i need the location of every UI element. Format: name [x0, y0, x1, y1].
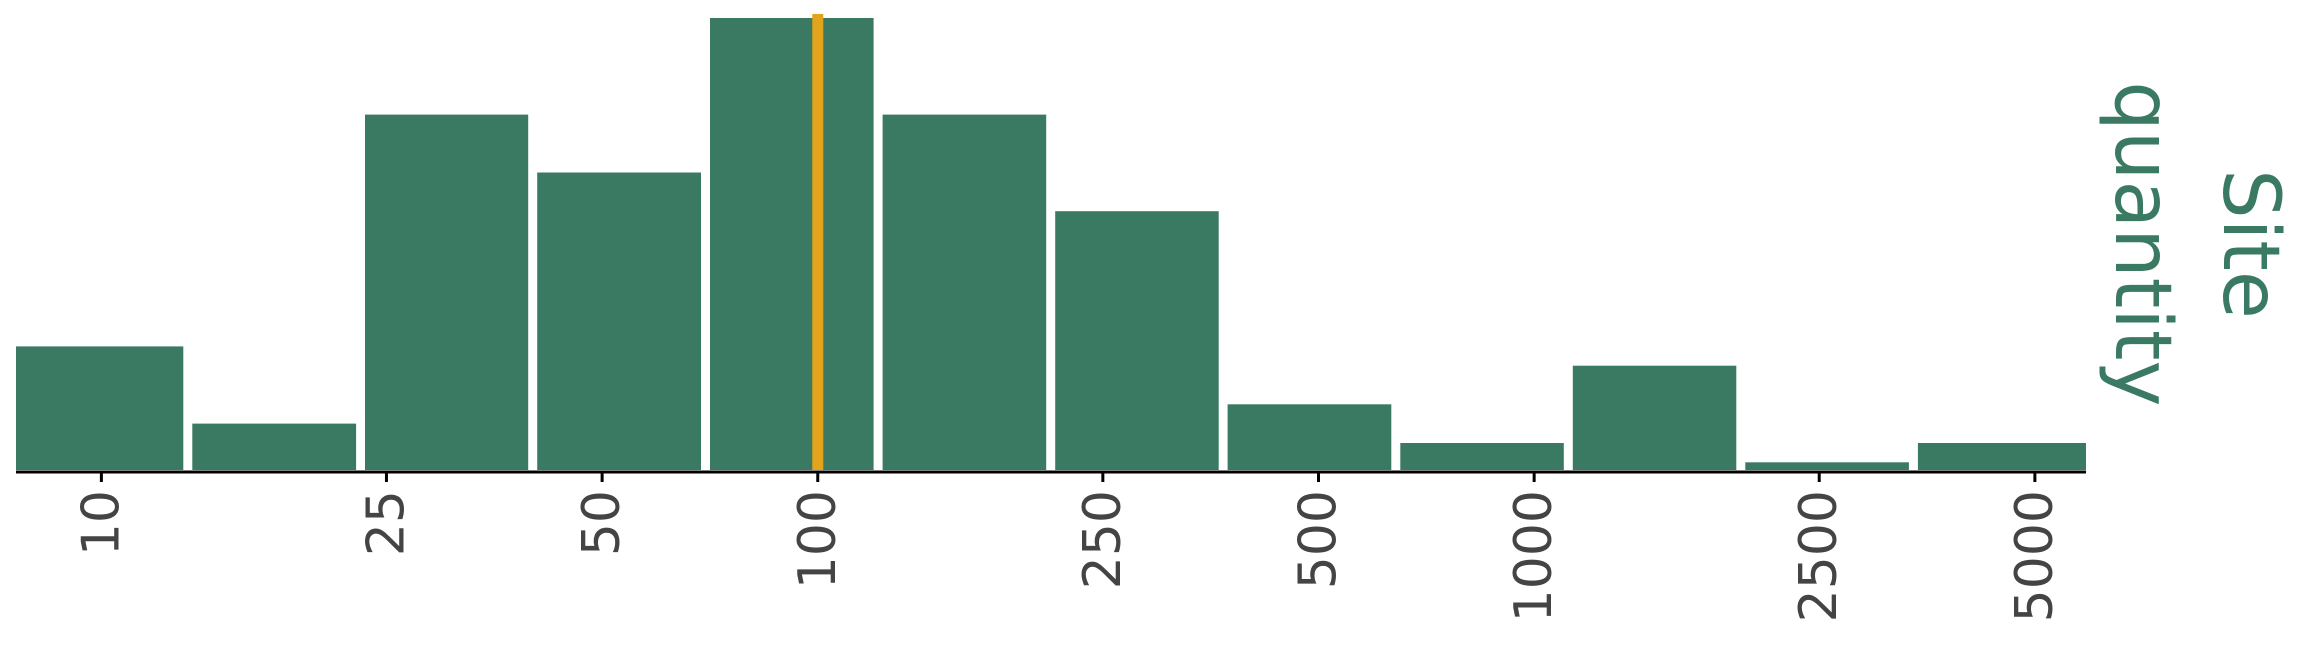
- histogram-bar: [192, 423, 357, 470]
- side-title: Site quantity: [2097, 81, 2295, 406]
- histogram-bar: [882, 114, 1047, 470]
- histogram-bar: [1745, 462, 1909, 470]
- x-tick-label: 25: [356, 490, 416, 556]
- histogram-bar: [1400, 443, 1564, 470]
- x-tick-label: 50: [572, 490, 632, 556]
- x-tick-label: 10: [71, 490, 131, 556]
- x-tick-label: 250: [1073, 490, 1133, 589]
- histogram-bar: [710, 18, 874, 470]
- bars-group: [16, 18, 2086, 470]
- histogram-bar: [365, 114, 529, 470]
- x-tick-label: 2500: [1789, 490, 1849, 622]
- histogram-bar: [1917, 443, 2086, 470]
- x-tick-label: 5000: [2005, 490, 2065, 622]
- x-tick-label: 1000: [1504, 490, 1564, 622]
- x-axis-ticks: 10 25 50 100 250 500 1000 2500 5000: [71, 472, 2065, 622]
- histogram-bar: [1227, 404, 1392, 470]
- side-title-line-1: Site: [2205, 169, 2295, 319]
- histogram-bar: [1055, 211, 1219, 470]
- x-tick-label: 100: [788, 490, 848, 589]
- x-tick-label: 500: [1288, 490, 1348, 589]
- histogram-bar: [537, 172, 701, 470]
- histogram-bar: [1572, 365, 1737, 470]
- histogram-bar: [16, 346, 184, 470]
- side-title-line-2: quantity: [2097, 81, 2187, 406]
